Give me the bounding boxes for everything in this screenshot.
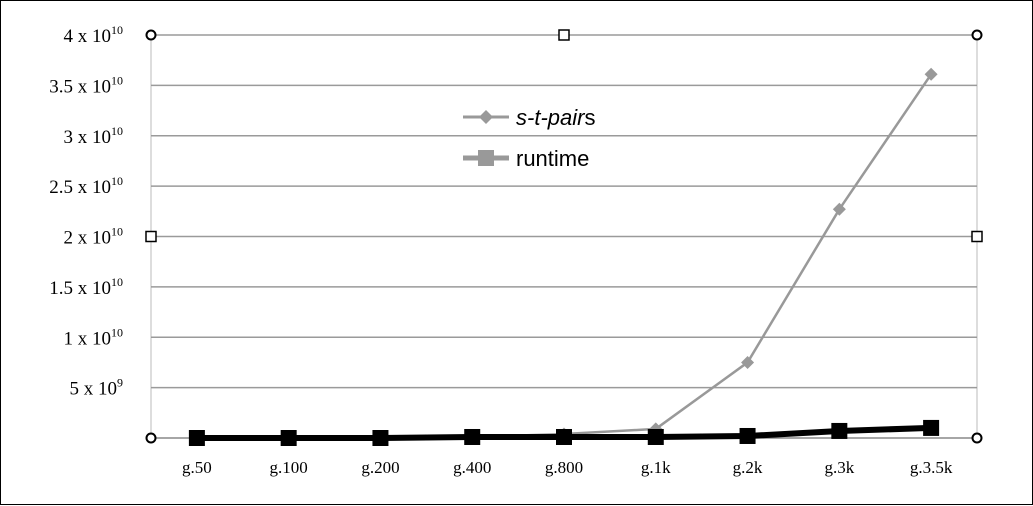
legend-marker-square-icon (478, 150, 494, 166)
y-tick-exponent: 10 (111, 124, 123, 138)
y-tick-exponent: 10 (111, 325, 123, 339)
y-tick-label-5: 1.5 x 1010 (49, 275, 123, 299)
legend-label-runtime: runtime (516, 146, 589, 171)
x-tick-label-7: g.3k (824, 458, 854, 477)
resize-handle-corner-2[interactable] (145, 432, 157, 444)
resize-handle-corner-1[interactable] (971, 29, 983, 41)
point-square-1-8 (923, 419, 940, 436)
y-tick-base: 2.5 x 10 (49, 177, 111, 198)
x-tick-label-1: g.100 (270, 458, 308, 477)
point-diamond-0-8 (924, 67, 938, 81)
x-tick-label-2: g.200 (361, 458, 399, 477)
y-tick-label-7: 5 x 109 (70, 376, 124, 400)
point-square-1-4 (556, 428, 572, 445)
x-tick-label-8: g.3.5k (910, 458, 953, 477)
y-tick-base: 2 x 10 (64, 228, 112, 249)
point-diamond-0-7 (832, 202, 846, 216)
y-tick-label-3: 2.5 x 1010 (49, 174, 123, 198)
y-tick-base: 1.5 x 10 (49, 278, 111, 299)
x-tick-label-4: g.800 (545, 458, 583, 477)
y-tick-label-0: 4 x 1010 (64, 23, 124, 47)
resize-handle-edge-1[interactable] (145, 230, 157, 243)
y-tick-label-4: 2 x 1010 (64, 225, 124, 249)
legend-label-st-pairs-suffix: s (584, 105, 595, 130)
series-layer (188, 67, 940, 446)
y-tick-label-1: 3.5 x 1010 (49, 73, 123, 97)
x-tick-label-3: g.400 (453, 458, 491, 477)
y-tick-exponent: 10 (111, 174, 123, 188)
x-tick-label-0: g.50 (182, 458, 212, 477)
y-tick-base: 4 x 10 (64, 26, 112, 47)
y-tick-base: 1 x 10 (64, 328, 112, 349)
selection-handles (145, 29, 983, 444)
resize-handle-edge-0[interactable] (558, 29, 570, 41)
y-tick-exponent: 10 (111, 23, 123, 37)
x-tick-label-6: g.2k (733, 458, 763, 477)
point-square-1-7 (831, 422, 848, 439)
x-tick-label-5: g.1k (641, 458, 671, 477)
legend-label-st-pairs: s-t-pairs (516, 105, 595, 130)
point-square-1-0 (188, 430, 205, 446)
y-tick-exponent: 9 (117, 376, 123, 390)
y-tick-label-6: 1 x 1010 (64, 325, 124, 349)
y-tick-exponent: 10 (111, 275, 123, 289)
legend: s-t-pairs runtime (463, 105, 595, 171)
legend-marker-diamond-icon (479, 110, 493, 124)
y-tick-exponent: 10 (111, 73, 123, 87)
point-square-1-6 (739, 427, 756, 444)
gridlines (150, 34, 978, 439)
resize-handle-corner-0[interactable] (145, 29, 157, 41)
point-diamond-0-6 (741, 355, 755, 369)
legend-label-st-pairs-italic: s-t-pair (516, 105, 586, 130)
y-tick-base: 3.5 x 10 (49, 76, 111, 97)
y-tick-base: 5 x 10 (70, 379, 118, 400)
resize-handle-corner-3[interactable] (971, 432, 983, 444)
y-tick-base: 3 x 10 (64, 127, 112, 148)
point-square-1-1 (280, 430, 297, 446)
y-tick-label-2: 3 x 1010 (64, 124, 124, 148)
point-square-1-3 (464, 428, 481, 445)
point-square-1-5 (647, 428, 664, 445)
point-square-1-2 (372, 430, 389, 446)
y-tick-exponent: 10 (111, 225, 123, 239)
x-axis-ticks: g.50 g.100 g.200 g.400 g.800 g.1k g.2k g.3k g.3.… (182, 458, 953, 477)
resize-handle-edge-2[interactable] (971, 230, 983, 243)
